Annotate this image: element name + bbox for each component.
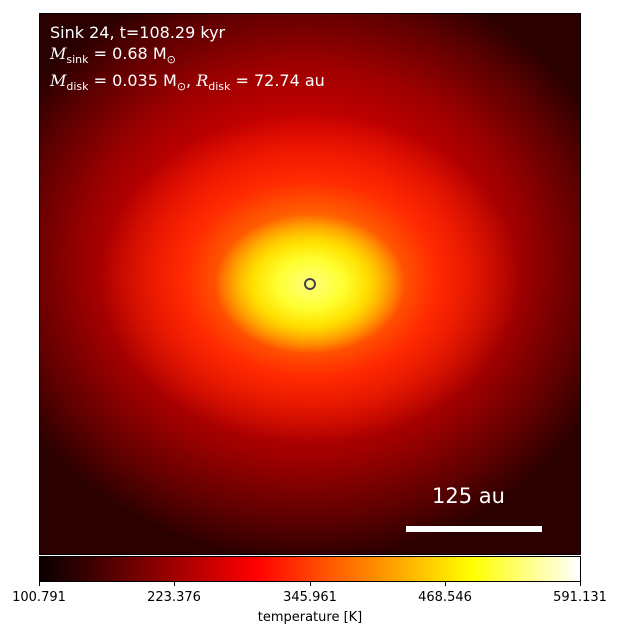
colorbar-tick [310, 582, 311, 586]
colorbar-tick-label: 223.376 [147, 590, 201, 605]
colorbar-tick [39, 582, 40, 586]
temperature-map-panel: Sink 24, t=108.29 kyr Msink = 0.68 M⊙ Md… [39, 13, 581, 555]
sink-marker [304, 278, 316, 290]
temperature-colorbar [39, 556, 581, 582]
scale-bar-label: 125 au [432, 484, 505, 508]
colorbar-tick [174, 582, 175, 586]
colorbar-tick-label: 345.961 [283, 590, 337, 605]
scale-bar [406, 526, 542, 532]
colorbar-tick [445, 582, 446, 586]
colorbar-tick-label: 100.791 [12, 590, 66, 605]
sink-title: Sink 24, t=108.29 kyr [50, 23, 226, 42]
sink-info: Sink 24, t=108.29 kyr Msink = 0.68 M⊙ Md… [50, 22, 325, 97]
sink-mass: Msink = 0.68 M⊙ [50, 44, 176, 67]
colorbar-tick-label: 468.546 [418, 590, 472, 605]
disk-properties: Mdisk = 0.035 M⊙, Rdisk = 72.74 au [50, 71, 325, 94]
colorbar-tick-label: 591.131 [553, 590, 607, 605]
colorbar-tick [580, 582, 581, 586]
colorbar-title: temperature [K] [257, 610, 363, 625]
